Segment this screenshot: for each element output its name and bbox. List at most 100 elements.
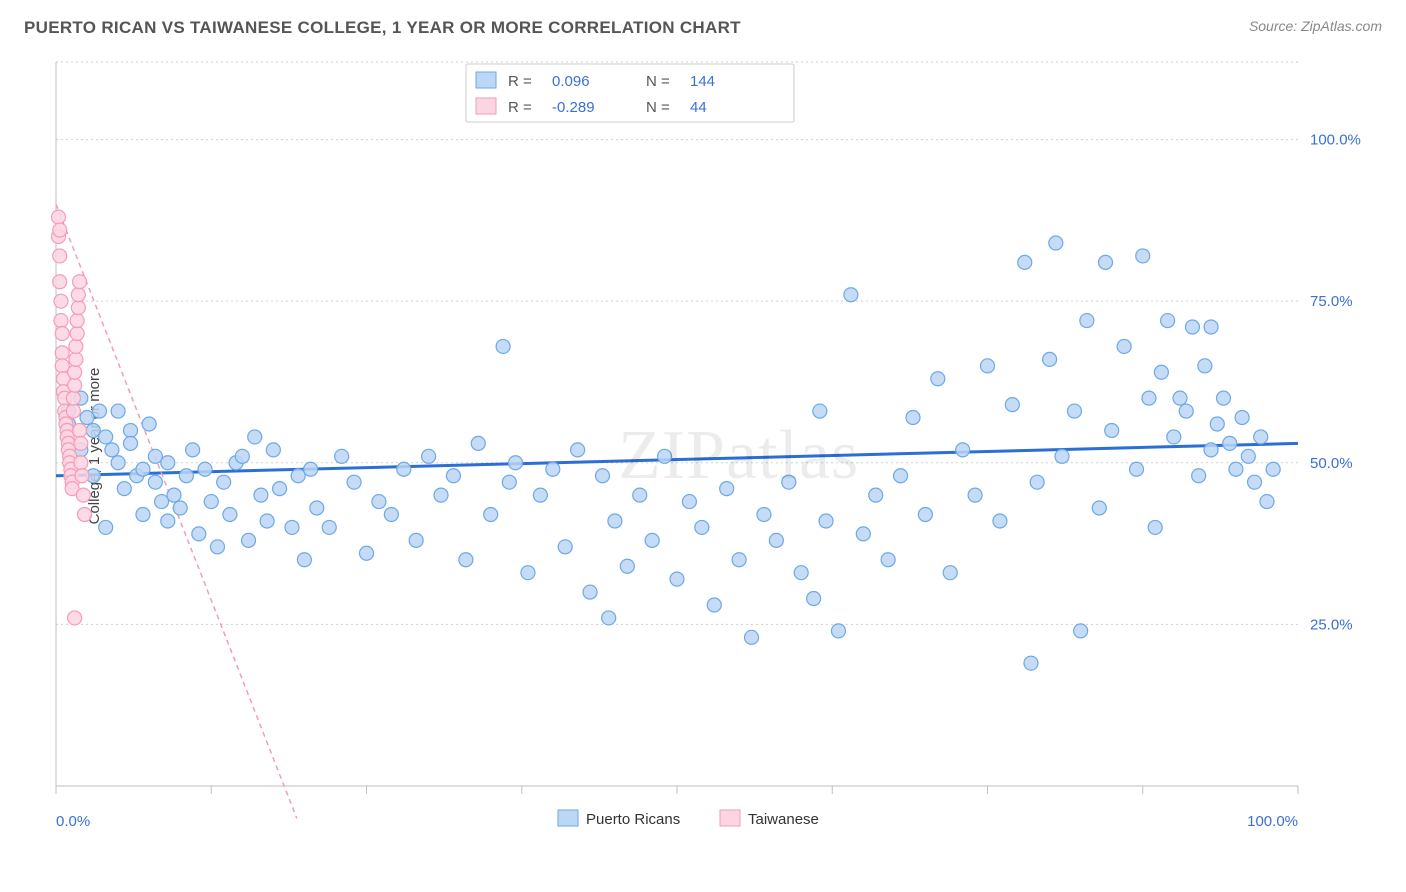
scatter-point [53,275,67,289]
scatter-point [266,443,280,457]
scatter-point [273,482,287,496]
scatter-point [51,210,65,224]
y-tick-label: 50.0% [1310,455,1353,472]
scatter-point [1024,656,1038,670]
scatter-point [533,488,547,502]
scatter-point [71,301,85,315]
scatter-point [1043,352,1057,366]
scatter-point [73,275,87,289]
legend-n-label: N = [646,99,670,116]
scatter-point [70,327,84,341]
scatter-point [74,456,88,470]
legend-swatch [476,98,496,114]
scatter-point [161,514,175,528]
scatter-point [471,436,485,450]
scatter-point [310,501,324,515]
scatter-point [831,624,845,638]
scatter-point [74,436,88,450]
scatter-point [1161,314,1175,328]
scatter-point [53,249,67,263]
scatter-point [695,520,709,534]
scatter-point [124,423,138,437]
scatter-point [235,449,249,463]
scatter-point [670,572,684,586]
scatter-point [1179,404,1193,418]
scatter-point [148,475,162,489]
scatter-point [757,508,771,522]
scatter-point [73,423,87,437]
scatter-point [136,508,150,522]
scatter-point [918,508,932,522]
scatter-point [1148,520,1162,534]
scatter-point [68,378,82,392]
scatter-point [1030,475,1044,489]
scatter-point [968,488,982,502]
scatter-point [906,411,920,425]
scatter-point [509,456,523,470]
scatter-point [69,339,83,353]
scatter-point [1223,436,1237,450]
scatter-point [1055,449,1069,463]
scatter-point [782,475,796,489]
plot-area: 25.0%50.0%75.0%100.0%0.0%100.0%R =0.096N… [48,56,1388,836]
legend-series-label: Puerto Ricans [586,811,680,828]
scatter-point [931,372,945,386]
legend-swatch [558,810,578,826]
scatter-point [633,488,647,502]
scatter-point [807,592,821,606]
scatter-point [1229,462,1243,476]
scatter-point [1092,501,1106,515]
scatter-point [459,553,473,567]
scatter-point [745,630,759,644]
scatter-point [1074,624,1088,638]
scatter-point [943,566,957,580]
x-tick-label: 100.0% [1247,813,1298,830]
scatter-point [813,404,827,418]
scatter-point [55,327,69,341]
scatter-point [794,566,808,580]
scatter-point [360,546,374,560]
legend-swatch [476,72,496,88]
scatter-point [254,488,268,502]
scatter-point [124,436,138,450]
scatter-point [956,443,970,457]
scatter-point [496,339,510,353]
scatter-point [291,469,305,483]
scatter-point [1210,417,1224,431]
scatter-point [78,508,92,522]
scatter-point [99,430,113,444]
y-tick-label: 25.0% [1310,616,1353,633]
scatter-point [720,482,734,496]
scatter-point [70,314,84,328]
scatter-point [204,495,218,509]
scatter-svg: 25.0%50.0%75.0%100.0%0.0%100.0%R =0.096N… [48,56,1388,836]
scatter-point [732,553,746,567]
scatter-point [856,527,870,541]
scatter-point [186,443,200,457]
scatter-point [682,495,696,509]
scatter-point [1173,391,1187,405]
legend-r-label: R = [508,99,532,116]
scatter-point [1254,430,1268,444]
scatter-point [602,611,616,625]
scatter-point [558,540,572,554]
scatter-point [148,449,162,463]
scatter-point [69,352,83,366]
scatter-point [173,501,187,515]
scatter-point [645,533,659,547]
legend-r-label: R = [508,73,532,90]
legend-r-value: -0.289 [552,99,595,116]
scatter-point [384,508,398,522]
scatter-point [1142,391,1156,405]
scatter-point [1216,391,1230,405]
x-tick-label: 0.0% [56,813,90,830]
scatter-point [179,469,193,483]
scatter-point [285,520,299,534]
scatter-point [335,449,349,463]
scatter-point [1241,449,1255,463]
scatter-point [1018,255,1032,269]
scatter-point [161,456,175,470]
scatter-point [80,411,94,425]
scatter-point [1136,249,1150,263]
scatter-point [1198,359,1212,373]
